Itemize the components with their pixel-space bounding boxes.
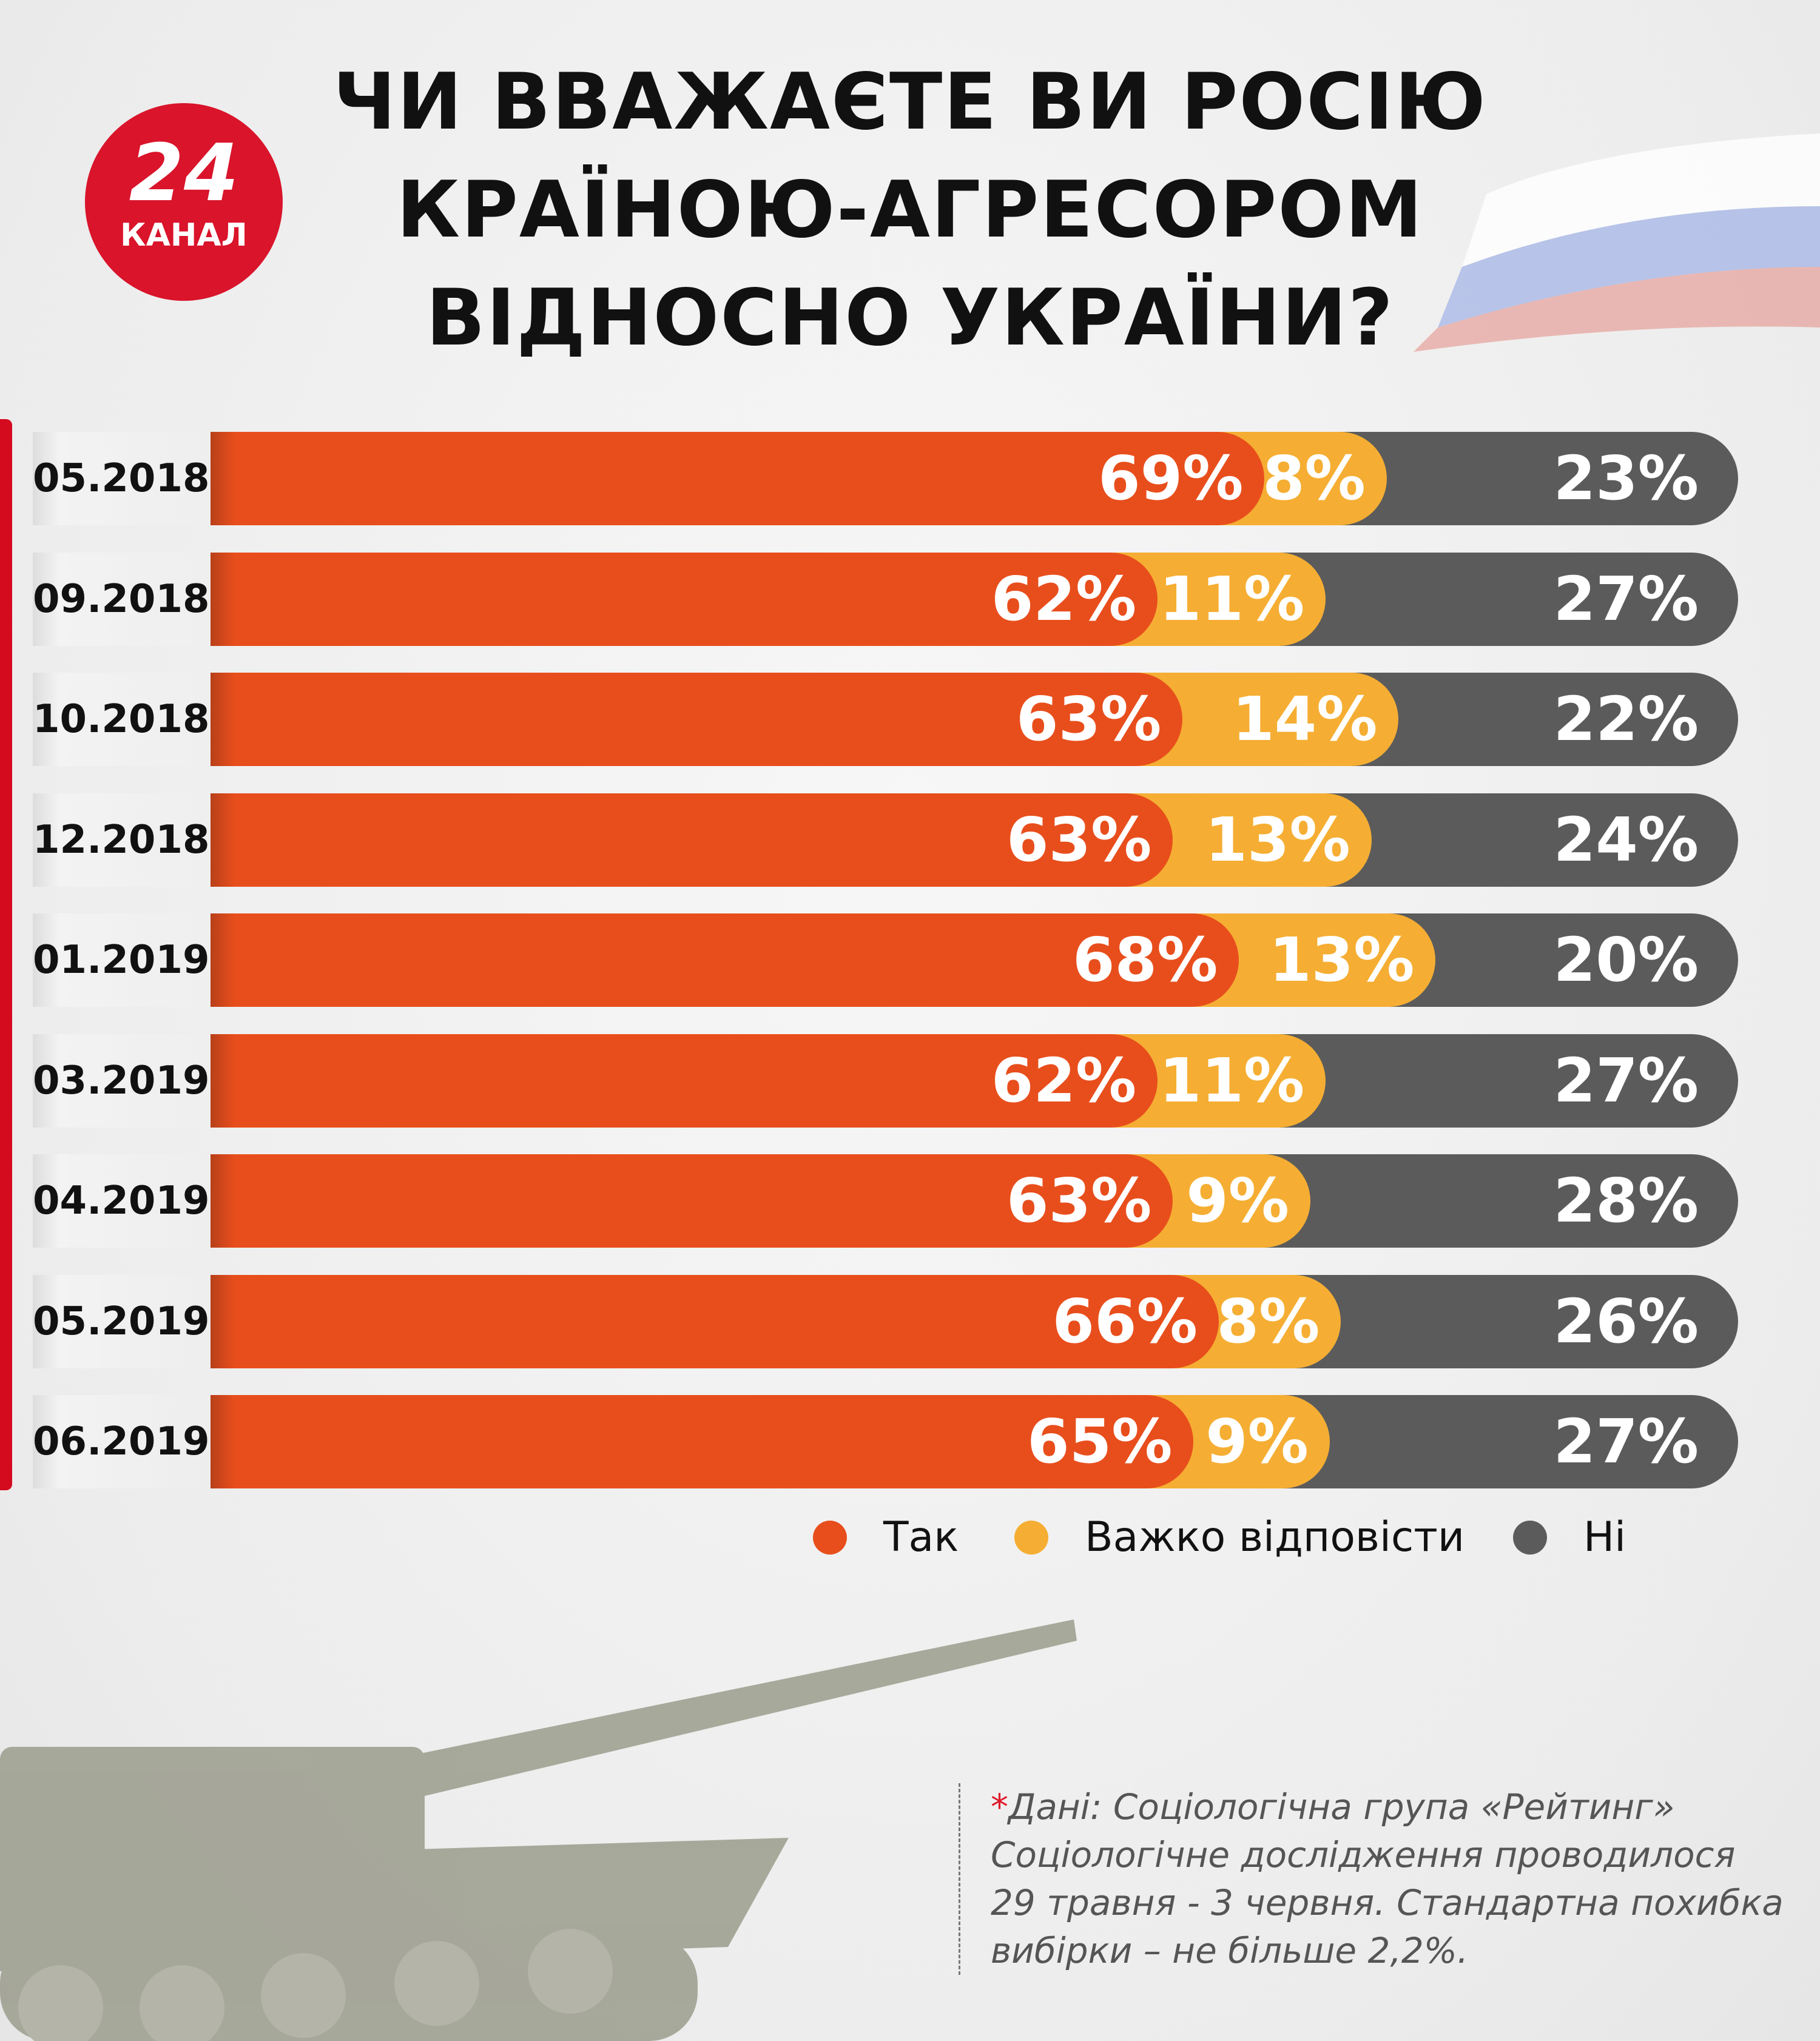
data-label-yes: 63% (1016, 684, 1162, 755)
data-label-no: 28% (1553, 1165, 1699, 1236)
data-label-hard: 13% (1269, 924, 1415, 995)
tank-illustration (0, 1619, 1077, 2041)
footnote-line-2: Соціологічне дослідження проводилося (991, 1834, 1736, 1875)
data-label-no: 22% (1553, 684, 1699, 755)
bar-segment-yes (211, 1034, 1158, 1128)
footnote-line-1: Дані: Соціологічна група «Рейтинг» (1008, 1786, 1675, 1827)
bar-segment-yes (211, 913, 1239, 1007)
bar-segment-no (1277, 1034, 1738, 1128)
category-label: 05.2019 (33, 1274, 210, 1368)
bar-segment-yes (211, 1274, 1219, 1368)
data-label-hard: 11% (1159, 563, 1305, 634)
category-label: 12.2018 (33, 793, 210, 887)
bar-segment-yes (211, 552, 1158, 646)
category-label: 10.2018 (33, 673, 210, 766)
legend-item-no: Ні (1513, 1510, 1626, 1565)
category-label: 05.2018 (33, 432, 210, 525)
bar-segment-yes (211, 793, 1173, 887)
bar-segment-yes (211, 1154, 1173, 1248)
data-label-yes: 63% (1006, 1165, 1152, 1236)
data-label-no: 26% (1553, 1285, 1699, 1357)
data-label-hard: 9% (1205, 1406, 1309, 1477)
data-label-yes: 65% (1027, 1406, 1173, 1477)
data-label-hard: 8% (1262, 443, 1366, 514)
category-label: 03.2019 (33, 1034, 210, 1128)
legend-dot-yes-icon (813, 1521, 847, 1555)
footnote-star: * (991, 1786, 1008, 1827)
bar-segment-yes (211, 432, 1265, 525)
data-label-no: 27% (1553, 1406, 1699, 1477)
footnote-line-4: вибірки – не більше 2,2%. (991, 1930, 1469, 1971)
category-label: 04.2019 (33, 1154, 210, 1248)
data-label-no: 24% (1553, 804, 1699, 875)
data-label-yes: 66% (1052, 1285, 1198, 1357)
data-label-hard: 13% (1205, 804, 1350, 875)
title-line-3: ВІДНОСНО УКРАЇНИ? (426, 273, 1394, 363)
24-kanal-logo: 24 КАНАЛ (85, 103, 283, 301)
bar-segment-no (1277, 552, 1738, 646)
data-label-yes: 63% (1006, 804, 1152, 875)
legend-item-yes: Так (813, 1510, 959, 1565)
bar-segment-yes (211, 1395, 1194, 1488)
logo-number: 24 (129, 127, 239, 219)
bar-segment-no (1323, 793, 1738, 887)
bar-segment-no (1387, 913, 1738, 1007)
legend-label-hard: Важко відповісти (1085, 1513, 1465, 1561)
left-accent-bar (0, 419, 12, 1490)
legend-label-yes: Так (883, 1513, 959, 1561)
title-line-1: ЧИ ВВАЖАЄТЕ ВИ РОСІЮ (333, 57, 1487, 147)
data-label-hard: 9% (1186, 1165, 1289, 1236)
legend-dot-no-icon (1513, 1521, 1547, 1555)
bar-segment-no (1292, 1274, 1738, 1368)
category-label: 09.2018 (33, 552, 210, 646)
bar-segment-no (1281, 1395, 1738, 1488)
data-label-yes: 62% (991, 1044, 1137, 1116)
data-label-hard: 14% (1232, 684, 1378, 755)
data-label-hard: 8% (1216, 1285, 1320, 1357)
data-label-no: 23% (1553, 443, 1699, 514)
title-line-2: КРАЇНОЮ-АГРЕСОРОМ (396, 165, 1424, 255)
page-title: ЧИ ВВАЖАЄТЕ ВИ РОСІЮ КРАЇНОЮ-АГРЕСОРОМ В… (243, 49, 1577, 372)
legend-item-hard: Важко відповісти (1014, 1510, 1464, 1565)
data-label-yes: 68% (1072, 924, 1218, 995)
bar-segment-no (1261, 1154, 1738, 1248)
logo-word: КАНАЛ (120, 217, 248, 254)
data-label-yes: 62% (991, 563, 1137, 634)
data-label-no: 20% (1553, 924, 1699, 995)
footnote-line-3: 29 травня - 3 червня. Стандартна похибка (991, 1882, 1784, 1923)
footnote: *Дані: Соціологічна група «Рейтинг» Соці… (959, 1783, 1820, 1975)
russian-flag-decoration (1414, 133, 1820, 352)
bar-segment-no (1350, 673, 1738, 766)
category-label: 06.2019 (33, 1395, 210, 1488)
category-label: 01.2019 (33, 913, 210, 1007)
data-label-no: 27% (1553, 1044, 1699, 1116)
bar-segment-no (1338, 432, 1738, 525)
bar-segment-yes (211, 673, 1183, 766)
data-label-no: 27% (1553, 563, 1699, 634)
legend-label-no: Ні (1583, 1513, 1626, 1561)
legend-dot-hard-icon (1014, 1521, 1048, 1555)
data-label-hard: 11% (1159, 1044, 1305, 1116)
data-label-yes: 69% (1098, 443, 1244, 514)
